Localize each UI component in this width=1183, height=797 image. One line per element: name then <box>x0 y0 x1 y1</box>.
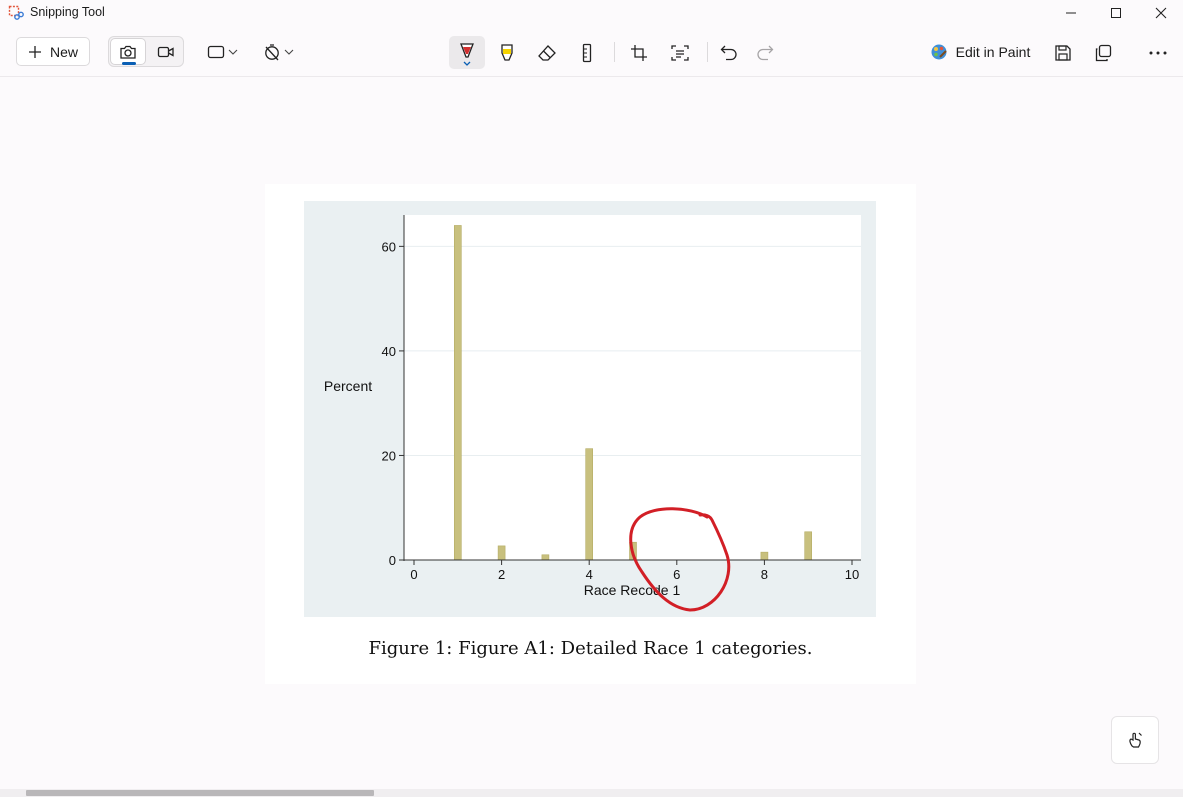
close-icon <box>1155 7 1167 19</box>
new-button-label: New <box>49 43 78 60</box>
figure-caption: Figure 1: Figure A1: Detailed Race 1 cat… <box>368 638 813 659</box>
screenshot-mode-button[interactable] <box>110 38 146 65</box>
active-indicator <box>122 62 136 65</box>
camera-icon <box>120 45 136 59</box>
new-button[interactable]: New <box>16 37 90 66</box>
toolbar-divider <box>707 42 708 62</box>
save-icon <box>1055 44 1071 61</box>
undo-button[interactable] <box>712 36 746 69</box>
close-button[interactable] <box>1138 0 1183 26</box>
chevron-down-icon <box>284 49 293 55</box>
maximize-icon <box>1111 8 1121 18</box>
minimize-button[interactable] <box>1048 0 1094 26</box>
redo-icon <box>757 45 774 60</box>
edit-in-paint-button[interactable]: Edit in Paint <box>924 37 1036 67</box>
window-title: Snipping Tool <box>30 5 105 19</box>
snipping-tool-logo-icon <box>8 5 24 20</box>
maximize-button[interactable] <box>1093 0 1139 26</box>
capture-mode-toggle <box>108 36 184 67</box>
crop-icon <box>631 44 647 61</box>
highlighter-icon <box>501 43 513 61</box>
snip-shape-dropdown[interactable] <box>202 38 242 66</box>
text-actions-icon <box>671 44 689 61</box>
toolbar: New <box>0 26 1183 77</box>
title-bar: Snipping Tool <box>0 0 1183 26</box>
video-icon <box>157 46 174 57</box>
ballpoint-pen-icon <box>460 42 474 66</box>
more-icon <box>1149 51 1167 54</box>
rectangle-mode-icon <box>207 45 224 59</box>
video-mode-button[interactable] <box>149 38 183 65</box>
timer-off-icon <box>264 44 279 61</box>
eraser-button[interactable] <box>530 36 564 69</box>
edit-in-paint-label: Edit in Paint <box>955 44 1031 60</box>
minimize-icon <box>1066 12 1076 14</box>
ruler-button[interactable] <box>570 36 604 69</box>
chevron-down-icon <box>228 49 237 55</box>
scrollbar-thumb[interactable] <box>26 790 374 796</box>
timer-dropdown[interactable] <box>258 38 298 66</box>
highlighter-button[interactable] <box>490 36 524 69</box>
plus-icon <box>28 45 41 58</box>
text-actions-button[interactable] <box>663 36 697 69</box>
ballpoint-pen-button[interactable] <box>449 36 485 69</box>
chart-background <box>304 201 876 617</box>
crop-button[interactable] <box>622 36 656 69</box>
toolbar-divider <box>614 42 615 62</box>
touch-writing-button[interactable] <box>1111 716 1159 764</box>
touch-writing-icon <box>1129 732 1142 748</box>
eraser-icon <box>538 44 556 61</box>
save-button[interactable] <box>1046 36 1080 69</box>
copy-button[interactable] <box>1086 36 1120 69</box>
redo-button[interactable] <box>748 36 782 69</box>
undo-icon <box>720 45 737 60</box>
more-options-button[interactable] <box>1141 36 1175 69</box>
copy-icon <box>1095 44 1112 61</box>
paint-icon <box>931 44 947 60</box>
ruler-icon <box>582 43 592 62</box>
horizontal-scrollbar[interactable] <box>0 789 1183 797</box>
